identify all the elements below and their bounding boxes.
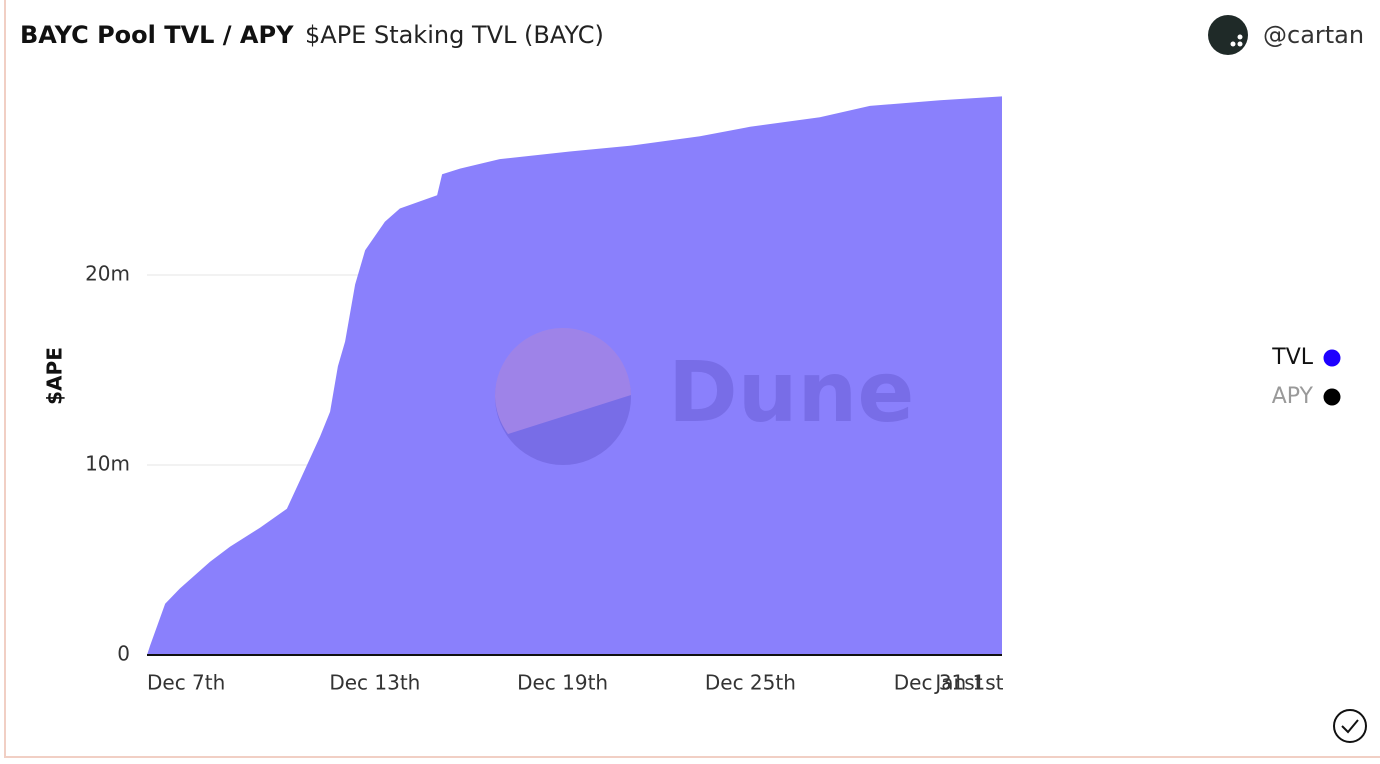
- y-tick-label: 0: [117, 642, 130, 666]
- author[interactable]: @cartan: [1263, 21, 1364, 49]
- y-axis-label: $APE: [43, 347, 67, 405]
- check-icon[interactable]: [1333, 709, 1367, 743]
- watermark-text: Dune: [668, 343, 914, 441]
- watermark: Dune: [494, 328, 914, 465]
- y-tick-label: 20m: [85, 262, 130, 286]
- x-tick-label: Dec 25th: [705, 671, 796, 695]
- avatar-dot: [1237, 34, 1243, 40]
- legend-label[interactable]: TVL: [1271, 345, 1313, 370]
- legend-swatch: [1323, 388, 1341, 406]
- x-tick-label: Dec 31st: [894, 671, 983, 695]
- x-tick-label: Dec 7th: [147, 671, 225, 695]
- avatar-dot: [1230, 41, 1236, 47]
- avatar[interactable]: [1208, 15, 1248, 55]
- y-tick-label: 10m: [85, 452, 130, 476]
- legend-label[interactable]: APY: [1272, 384, 1314, 409]
- x-tick-label: Jan 1st: [933, 671, 1003, 695]
- x-tick-label: Dec 19th: [517, 671, 608, 695]
- chart-subtitle: $APE Staking TVL (BAYC): [305, 21, 604, 49]
- avatar-dot: [1237, 41, 1243, 47]
- x-tick-label: Dec 13th: [329, 671, 420, 695]
- chart-title: BAYC Pool TVL / APY: [20, 21, 294, 49]
- legend-swatch: [1323, 349, 1341, 367]
- watermark-logo: [494, 328, 631, 434]
